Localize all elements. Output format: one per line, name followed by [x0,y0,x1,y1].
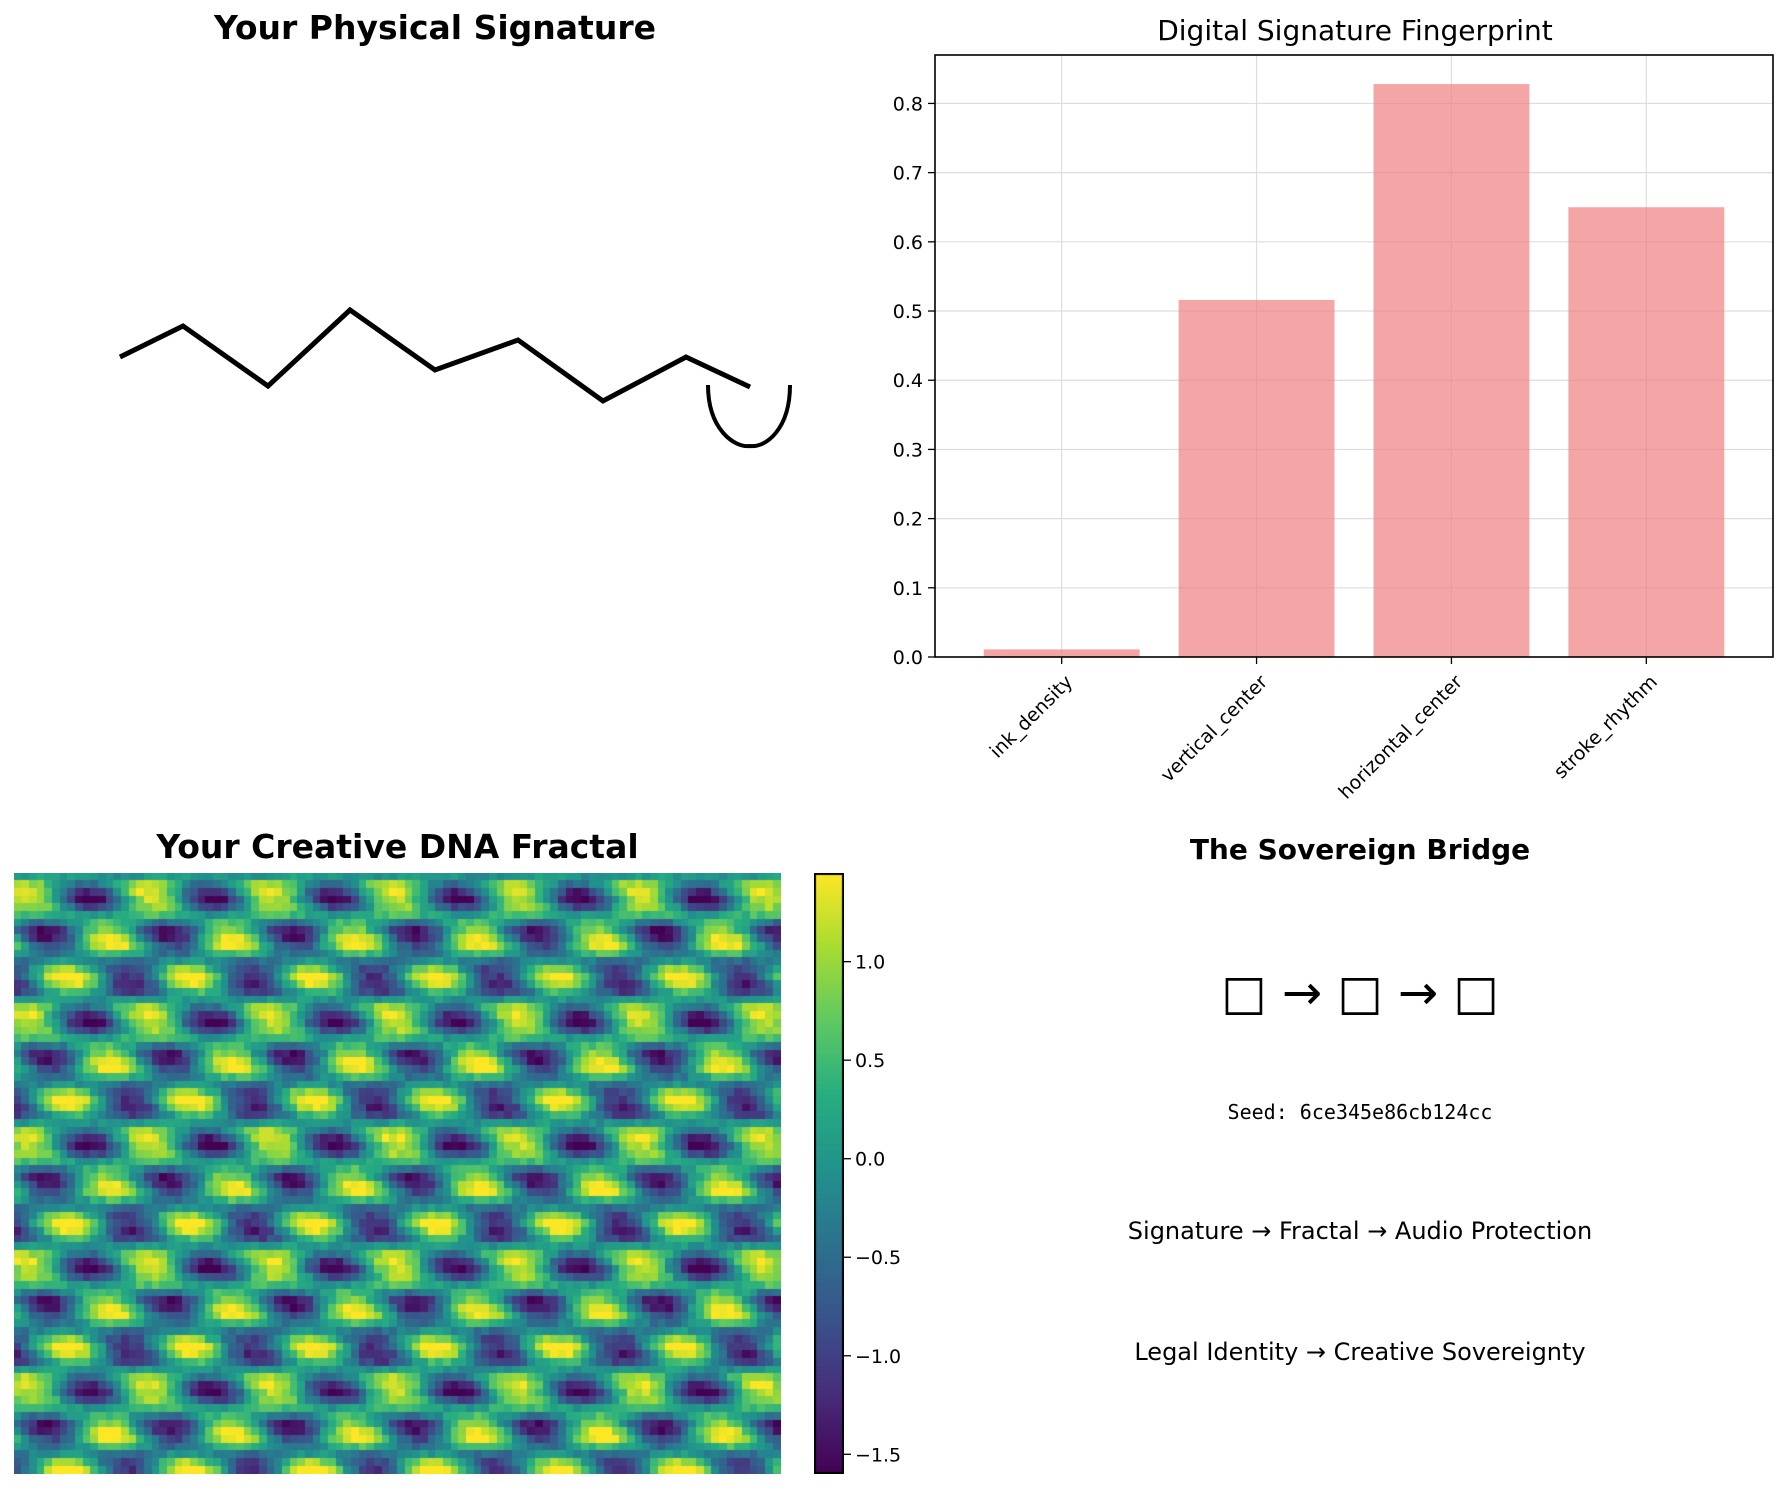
fractal-title: Your Creative DNA Fractal [156,827,639,866]
y-tick-label: 0.6 [893,232,923,254]
fractal-colorbar-axis: 1.0 0.5 0.0 −0.5 −1.0 −1.5 [844,952,901,1466]
seed-label: Seed: 6ce345e86cb124cc [1227,1100,1493,1124]
signature-drawing [118,306,792,449]
colorbar-tick-label: 0.5 [855,1050,885,1072]
colorbar-tick-label: −1.0 [855,1346,901,1368]
colorbar-tick-label: −1.5 [855,1444,901,1466]
x-tick-label: ink_density [986,671,1078,763]
colorbar-tick-label: 0.0 [855,1149,885,1171]
bar-ink_density [983,649,1140,657]
x-tick-label: vertical_center [1156,671,1272,787]
colorbar-tick-label: 1.0 [855,952,885,974]
y-tick-label: 0.5 [893,301,923,323]
bridge-title: The Sovereign Bridge [1189,833,1531,866]
bar-stroke_rhythm [1568,207,1725,657]
bar-vertical_center [1178,299,1335,657]
y-tick-label: 0.7 [893,163,923,185]
y-tick-label: 0.2 [893,509,923,531]
y-tick-label: 0.8 [893,93,923,115]
signature-stroke [118,306,752,404]
y-tick-label: 0.3 [893,439,923,461]
fractal-heatmap [14,873,781,1474]
signature-title: Your Physical Signature [214,8,656,47]
bar-horizontal_center [1373,84,1530,657]
x-tick-label: horizontal_center [1334,671,1467,804]
fingerprint-title: Digital Signature Fingerprint [1157,14,1553,47]
y-tick-label: 0.1 [893,578,923,600]
x-tick-label: stroke_rhythm [1550,671,1662,783]
colorbar-tick-label: −0.5 [855,1247,901,1269]
fractal-colorbar [814,873,844,1474]
fingerprint-bar-chart: 0.0 0.1 0.2 0.3 0.4 0.5 0.6 0.7 0.8 ink_density ve… [893,54,1774,804]
bridge-icon-row: □ → □ → □ [1221,965,1499,1021]
flow-label: Signature → Fractal → Audio Protection [1127,1217,1593,1245]
identity-label: Legal Identity → Creative Sovereignty [1134,1338,1586,1366]
plot-frame [934,54,1774,658]
y-tick-label: 0.4 [893,370,923,392]
y-tick-label: 0.0 [893,647,923,669]
signature-loop [706,384,792,449]
